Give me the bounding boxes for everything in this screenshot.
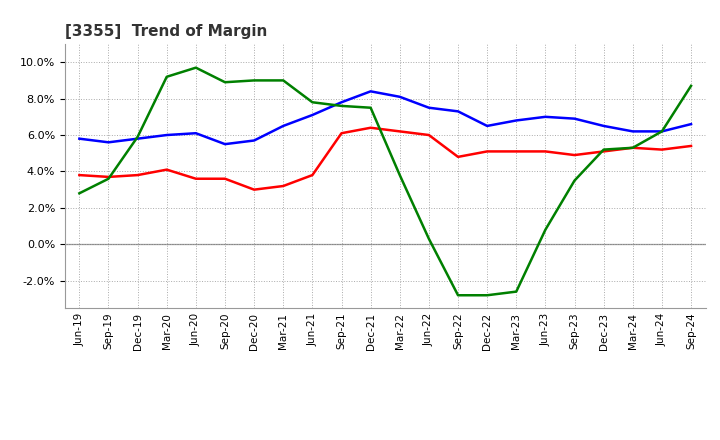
Ordinary Income [454,109,462,114]
Operating Cashflow [541,227,550,232]
Line: Operating Cashflow: Operating Cashflow [79,68,691,295]
Ordinary Income [75,136,84,141]
Net Income [395,129,404,134]
Line: Net Income: Net Income [79,128,691,190]
Ordinary Income [250,138,258,143]
Ordinary Income [163,132,171,138]
Operating Cashflow [192,65,200,70]
Text: [3355]  Trend of Margin: [3355] Trend of Margin [65,24,267,39]
Ordinary Income [395,94,404,99]
Operating Cashflow [454,293,462,298]
Operating Cashflow [337,103,346,109]
Net Income [366,125,375,130]
Operating Cashflow [570,178,579,183]
Net Income [250,187,258,192]
Net Income [483,149,492,154]
Line: Ordinary Income: Ordinary Income [79,92,691,144]
Ordinary Income [483,123,492,128]
Net Income [337,131,346,136]
Operating Cashflow [75,191,84,196]
Ordinary Income [687,121,696,127]
Operating Cashflow [366,105,375,110]
Operating Cashflow [133,134,142,139]
Operating Cashflow [483,293,492,298]
Ordinary Income [133,136,142,141]
Net Income [425,132,433,138]
Net Income [599,149,608,154]
Operating Cashflow [279,78,287,83]
Operating Cashflow [687,83,696,88]
Operating Cashflow [395,172,404,178]
Net Income [541,149,550,154]
Ordinary Income [279,123,287,128]
Operating Cashflow [220,80,229,85]
Operating Cashflow [104,176,113,181]
Ordinary Income [104,139,113,145]
Operating Cashflow [657,129,666,134]
Net Income [308,172,317,178]
Ordinary Income [570,116,579,121]
Ordinary Income [657,129,666,134]
Operating Cashflow [250,78,258,83]
Net Income [629,145,637,150]
Ordinary Income [425,105,433,110]
Operating Cashflow [163,74,171,79]
Net Income [687,143,696,149]
Ordinary Income [192,131,200,136]
Net Income [75,172,84,178]
Net Income [104,174,113,180]
Operating Cashflow [512,289,521,294]
Net Income [192,176,200,181]
Net Income [163,167,171,172]
Ordinary Income [512,118,521,123]
Net Income [570,152,579,158]
Net Income [512,149,521,154]
Net Income [454,154,462,160]
Ordinary Income [541,114,550,120]
Ordinary Income [220,142,229,147]
Ordinary Income [599,123,608,128]
Operating Cashflow [629,145,637,150]
Net Income [657,147,666,152]
Operating Cashflow [425,236,433,242]
Ordinary Income [366,89,375,94]
Ordinary Income [629,129,637,134]
Operating Cashflow [308,99,317,105]
Ordinary Income [308,112,317,117]
Net Income [220,176,229,181]
Net Income [279,183,287,189]
Net Income [133,172,142,178]
Ordinary Income [337,99,346,105]
Operating Cashflow [599,147,608,152]
